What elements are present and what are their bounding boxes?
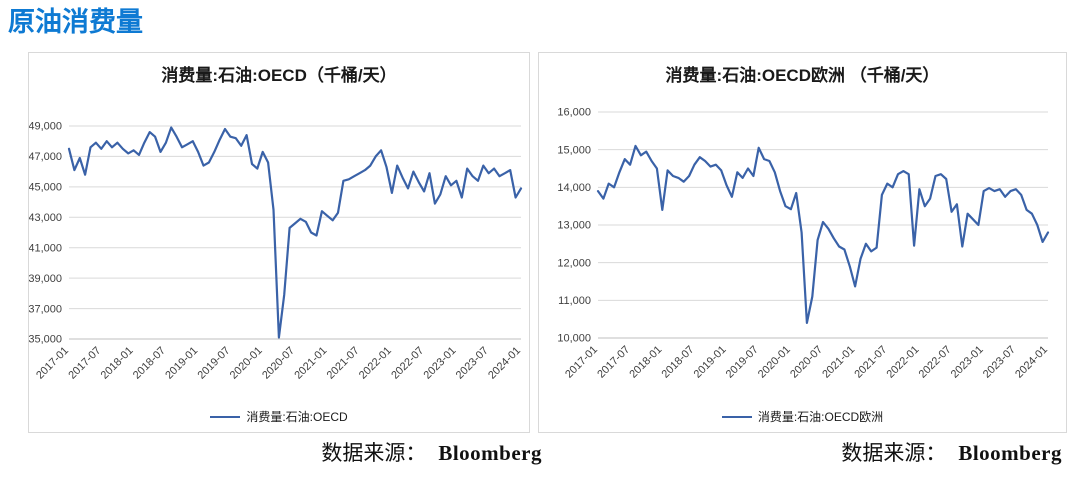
oecd-line-chart: 35,000 37,000 39,000 41,000 43,000 45,000 47,0… <box>29 121 523 382</box>
svg-text:2022-07: 2022-07 <box>389 345 426 382</box>
svg-text:43,000: 43,000 <box>29 212 62 224</box>
svg-text:2021-01: 2021-01 <box>820 344 857 381</box>
svg-text:2019-07: 2019-07 <box>724 344 761 381</box>
chart-title-oecd: 消费量:石油:OECD（千桶/天） <box>161 66 397 85</box>
source-label: 数据来源： <box>321 441 427 465</box>
source-value: Bloomberg <box>438 441 542 465</box>
svg-text:2023-01: 2023-01 <box>422 345 459 382</box>
chart-panel-oecd-europe: 消费量:石油:OECD欧洲 （千桶/天） 10,000 11,000 12,000 1… <box>538 52 1067 433</box>
chart-panel-oecd: 消费量:石油:OECD（千桶/天） 35,000 37,000 39,000 41,0… <box>28 52 530 433</box>
svg-text:45,000: 45,000 <box>29 182 62 194</box>
svg-text:15,000: 15,000 <box>557 144 591 156</box>
svg-text:2022-07: 2022-07 <box>917 344 954 381</box>
source-note-left: 数据来源： Bloomberg <box>28 437 542 467</box>
svg-text:11,000: 11,000 <box>558 295 591 307</box>
svg-text:2020-07: 2020-07 <box>788 344 825 381</box>
source-note-right: 数据来源： Bloomberg <box>538 437 1062 467</box>
svg-text:47,000: 47,000 <box>29 151 62 163</box>
legend-label-oecd-europe: 消费量:石油:OECD欧洲 <box>757 410 884 424</box>
svg-text:2022-01: 2022-01 <box>885 344 922 381</box>
legend-oecd: 消费量:石油:OECD <box>29 408 529 425</box>
oecd-europe-line-chart: 10,000 11,000 12,000 13,000 14,000 15,000 16,0… <box>557 107 1050 381</box>
source-label: 数据来源： <box>841 441 947 465</box>
svg-text:2021-07: 2021-07 <box>852 344 889 381</box>
svg-text:2018-07: 2018-07 <box>660 344 697 381</box>
svg-text:2024-01: 2024-01 <box>1013 344 1050 381</box>
svg-text:2020-01: 2020-01 <box>228 345 265 382</box>
svg-text:2020-07: 2020-07 <box>260 345 297 382</box>
svg-text:16,000: 16,000 <box>557 107 591 119</box>
svg-text:13,000: 13,000 <box>557 220 591 232</box>
svg-text:2018-01: 2018-01 <box>627 344 664 381</box>
legend-oecd-europe: 消费量:石油:OECD欧洲 <box>539 408 1066 425</box>
svg-text:2018-07: 2018-07 <box>131 345 168 382</box>
svg-text:2019-01: 2019-01 <box>692 344 729 381</box>
svg-text:2018-01: 2018-01 <box>99 345 136 382</box>
svg-text:2019-01: 2019-01 <box>163 345 200 382</box>
svg-text:37,000: 37,000 <box>29 303 62 315</box>
svg-text:49,000: 49,000 <box>29 121 62 133</box>
svg-text:14,000: 14,000 <box>557 182 591 194</box>
svg-text:2017-01: 2017-01 <box>34 345 71 382</box>
source-value: Bloomberg <box>958 441 1062 465</box>
svg-text:2023-07: 2023-07 <box>981 344 1018 381</box>
svg-text:2017-07: 2017-07 <box>595 344 632 381</box>
svg-text:2022-01: 2022-01 <box>357 345 394 382</box>
legend-line-marker <box>721 415 752 418</box>
legend-label-oecd: 消费量:石油:OECD <box>246 410 348 424</box>
chart-title-oecd-europe: 消费量:石油:OECD欧洲 （千桶/天） <box>665 66 940 85</box>
svg-text:2019-07: 2019-07 <box>196 345 233 382</box>
svg-text:2021-07: 2021-07 <box>325 345 362 382</box>
svg-text:2020-01: 2020-01 <box>756 344 793 381</box>
svg-text:2017-01: 2017-01 <box>563 344 600 381</box>
svg-text:39,000: 39,000 <box>29 273 62 285</box>
svg-text:2017-07: 2017-07 <box>66 345 103 382</box>
legend-line-marker <box>210 415 241 418</box>
svg-text:2023-07: 2023-07 <box>454 345 491 382</box>
page-title: 原油消费量 <box>8 7 143 37</box>
svg-text:41,000: 41,000 <box>29 242 62 254</box>
svg-text:2023-01: 2023-01 <box>949 344 986 381</box>
svg-text:35,000: 35,000 <box>29 334 62 346</box>
svg-text:10,000: 10,000 <box>557 333 591 345</box>
svg-text:2024-01: 2024-01 <box>486 345 523 382</box>
svg-text:2021-01: 2021-01 <box>292 345 329 382</box>
svg-text:12,000: 12,000 <box>557 257 591 269</box>
